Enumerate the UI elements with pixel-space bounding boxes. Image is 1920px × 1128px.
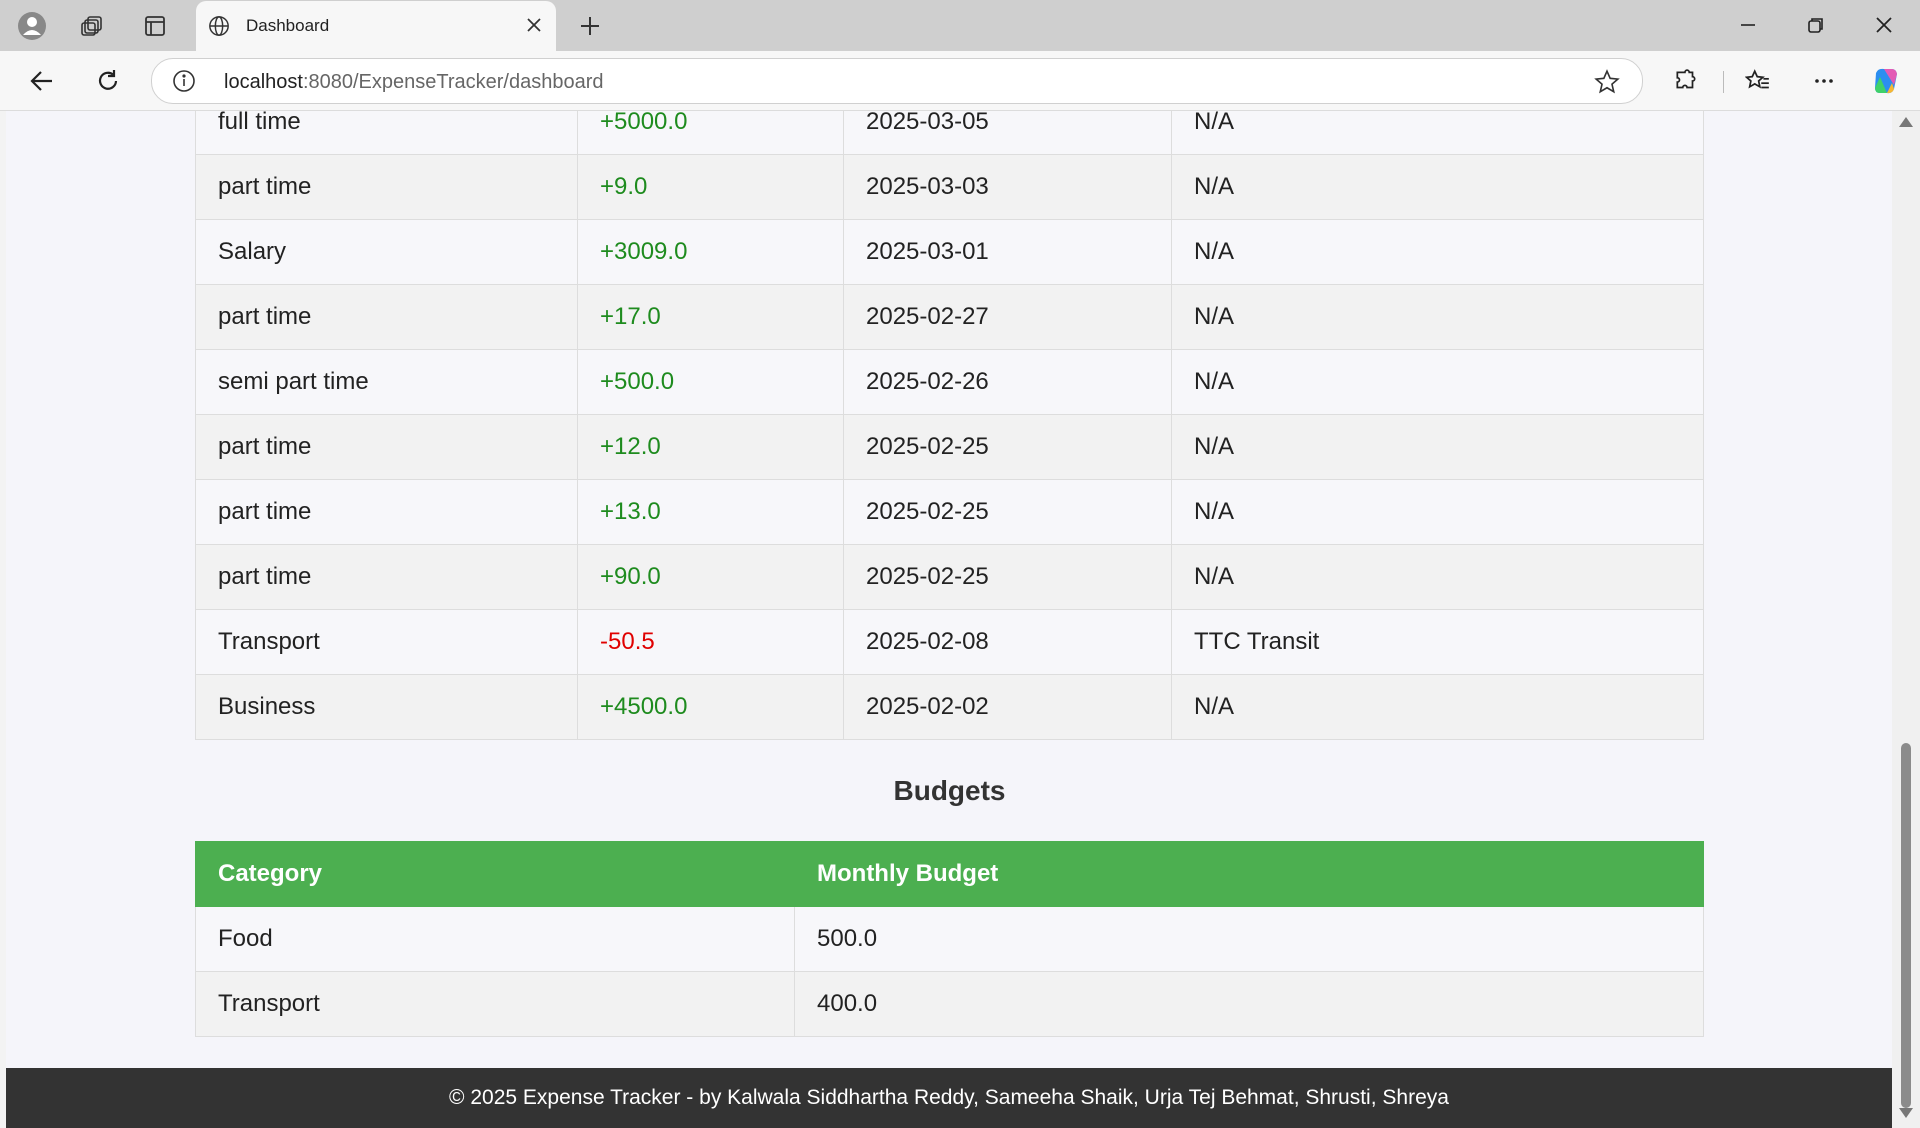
favorite-star-icon[interactable] xyxy=(1594,69,1620,100)
scroll-up-arrow-icon[interactable] xyxy=(1899,117,1913,127)
transaction-date: 2025-03-05 xyxy=(843,111,1172,155)
transaction-row: part time +90.0 2025-02-25 N/A xyxy=(195,544,1704,610)
transaction-amount: -50.5 xyxy=(577,609,844,675)
transaction-row: semi part time +500.0 2025-02-26 N/A xyxy=(195,349,1704,415)
transaction-row: part time +13.0 2025-02-25 N/A xyxy=(195,479,1704,545)
tab-dashboard[interactable]: Dashboard xyxy=(196,1,556,51)
transaction-date: 2025-02-08 xyxy=(843,609,1172,675)
transaction-note: N/A xyxy=(1171,154,1704,220)
transaction-date: 2025-03-03 xyxy=(843,154,1172,220)
budget-amount: 500.0 xyxy=(794,906,1704,972)
transaction-note: N/A xyxy=(1171,544,1704,610)
toolbar-separator xyxy=(1723,71,1724,93)
transaction-category: Transport xyxy=(195,609,578,675)
transaction-row: part time +17.0 2025-02-27 N/A xyxy=(195,284,1704,350)
transaction-category: part time xyxy=(195,284,578,350)
transaction-category: part time xyxy=(195,544,578,610)
transaction-note: N/A xyxy=(1171,284,1704,350)
transaction-date: 2025-02-25 xyxy=(843,414,1172,480)
restore-button[interactable] xyxy=(1796,8,1836,42)
transaction-date: 2025-02-25 xyxy=(843,544,1172,610)
favorites-icon[interactable] xyxy=(1740,63,1776,99)
tab-bar: Dashboard xyxy=(0,0,1920,51)
transaction-amount: +5000.0 xyxy=(577,111,844,155)
transaction-category: full time xyxy=(195,111,578,155)
transaction-amount: +9.0 xyxy=(577,154,844,220)
site-info-icon[interactable] xyxy=(172,69,196,98)
transaction-row: Salary +3009.0 2025-03-01 N/A xyxy=(195,219,1704,285)
transaction-row: Business +4500.0 2025-02-02 N/A xyxy=(195,674,1704,740)
transaction-amount: +500.0 xyxy=(577,349,844,415)
budgets-table: Category Monthly Budget Food 500.0 Transpo… xyxy=(195,841,1704,1037)
transaction-date: 2025-02-26 xyxy=(843,349,1172,415)
profile-icon[interactable] xyxy=(16,10,48,42)
budget-category: Transport xyxy=(195,971,795,1037)
close-window-button[interactable] xyxy=(1864,8,1904,42)
budget-row: Transport 400.0 xyxy=(195,971,1704,1037)
budgets-header-category: Category xyxy=(195,841,795,907)
transaction-category: part time xyxy=(195,479,578,545)
navigation-bar: localhost:8080/ExpenseTracker/dashboard xyxy=(0,51,1920,111)
page-viewport: full time +5000.0 2025-03-05 N/A part time +9… xyxy=(6,111,1892,1128)
budget-category: Food xyxy=(195,906,795,972)
copilot-icon[interactable] xyxy=(1868,63,1904,99)
transaction-row: full time +5000.0 2025-03-05 N/A xyxy=(195,111,1704,155)
scroll-down-arrow-icon[interactable] xyxy=(1899,1108,1913,1118)
budget-amount: 400.0 xyxy=(794,971,1704,1037)
tab-title: Dashboard xyxy=(246,16,330,35)
back-button[interactable] xyxy=(24,63,60,99)
address-bar[interactable]: localhost:8080/ExpenseTracker/dashboard xyxy=(151,58,1643,104)
minimize-button[interactable] xyxy=(1728,8,1768,42)
transaction-date: 2025-02-02 xyxy=(843,674,1172,740)
extensions-icon[interactable] xyxy=(1668,63,1704,99)
transaction-amount: +4500.0 xyxy=(577,674,844,740)
transaction-row: part time +12.0 2025-02-25 N/A xyxy=(195,414,1704,480)
globe-icon xyxy=(208,15,230,42)
transaction-category: Business xyxy=(195,674,578,740)
transaction-note: N/A xyxy=(1171,219,1704,285)
vertical-scrollbar[interactable] xyxy=(1892,111,1920,1128)
transactions-table: full time +5000.0 2025-03-05 N/A part time +9… xyxy=(195,111,1704,740)
close-tab-icon[interactable] xyxy=(524,15,544,40)
transaction-row: part time +9.0 2025-03-03 N/A xyxy=(195,154,1704,220)
scrollbar-thumb[interactable] xyxy=(1901,743,1911,1108)
budget-row: Food 500.0 xyxy=(195,906,1704,972)
transaction-amount: +3009.0 xyxy=(577,219,844,285)
collections-icon[interactable] xyxy=(76,10,108,42)
transaction-amount: +90.0 xyxy=(577,544,844,610)
budgets-header-monthly-budget: Monthly Budget xyxy=(794,841,1704,907)
transaction-note: TTC Transit xyxy=(1171,609,1704,675)
transaction-amount: +12.0 xyxy=(577,414,844,480)
transaction-note: N/A xyxy=(1171,674,1704,740)
refresh-button[interactable] xyxy=(90,63,126,99)
budgets-header-row: Category Monthly Budget xyxy=(195,841,1704,907)
transaction-category: part time xyxy=(195,154,578,220)
transaction-row: Transport -50.5 2025-02-08 TTC Transit xyxy=(195,609,1704,675)
more-options-icon[interactable] xyxy=(1806,63,1842,99)
transaction-date: 2025-03-01 xyxy=(843,219,1172,285)
transaction-category: Salary xyxy=(195,219,578,285)
transaction-note: N/A xyxy=(1171,479,1704,545)
page-footer: © 2025 Expense Tracker - by Kalwala Sidd… xyxy=(6,1068,1892,1128)
transaction-amount: +13.0 xyxy=(577,479,844,545)
transaction-note: N/A xyxy=(1171,414,1704,480)
budgets-heading: Budgets xyxy=(893,775,1006,806)
new-tab-button[interactable] xyxy=(574,10,606,42)
url-text: localhost:8080/ExpenseTracker/dashboard xyxy=(224,71,604,93)
transaction-note: N/A xyxy=(1171,349,1704,415)
transaction-note: N/A xyxy=(1171,111,1704,155)
transaction-date: 2025-02-27 xyxy=(843,284,1172,350)
transaction-category: part time xyxy=(195,414,578,480)
transaction-category: semi part time xyxy=(195,349,578,415)
transaction-date: 2025-02-25 xyxy=(843,479,1172,545)
transaction-amount: +17.0 xyxy=(577,284,844,350)
tab-actions-icon[interactable] xyxy=(139,10,171,42)
